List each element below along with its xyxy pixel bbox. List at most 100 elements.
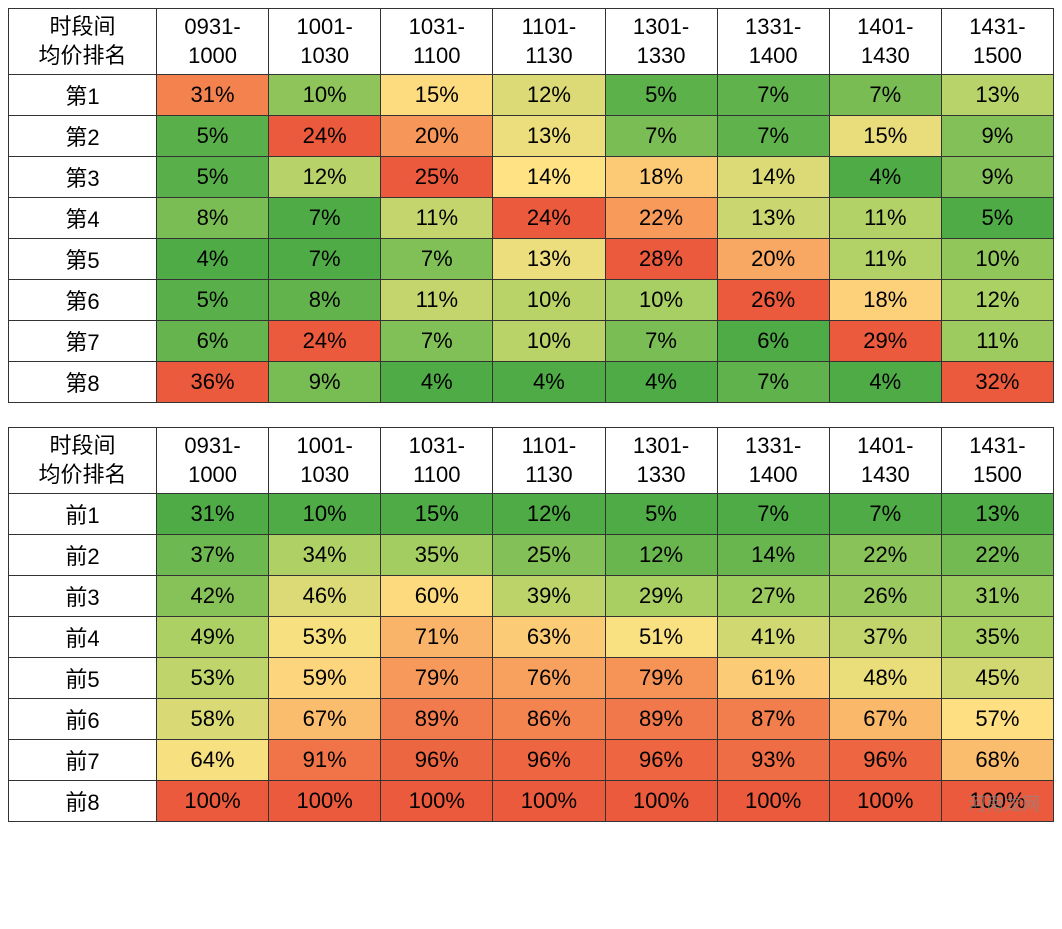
heatmap-cell: 100% <box>829 781 941 822</box>
row-label: 第5 <box>9 239 157 280</box>
heatmap-cell: 68% <box>941 740 1053 781</box>
heatmap-cell: 59% <box>269 658 381 699</box>
heatmap-cell: 24% <box>269 116 381 157</box>
heatmap-cell: 100% <box>269 781 381 822</box>
heatmap-cell: 10% <box>493 280 605 321</box>
heatmap-cell: 58% <box>157 699 269 740</box>
heatmap-cell: 31% <box>157 75 269 116</box>
heatmap-cell: 5% <box>605 494 717 535</box>
column-header: 1301-1330 <box>605 428 717 494</box>
column-header: 1001-1030 <box>269 428 381 494</box>
table-row: 第65%8%11%10%10%26%18%12% <box>9 280 1054 321</box>
heatmap-cell: 86% <box>493 699 605 740</box>
heatmap-cell: 61% <box>717 658 829 699</box>
page-root: 时段间均价排名0931-10001001-10301031-11001101-1… <box>8 8 1054 822</box>
heatmap-cell: 9% <box>269 362 381 403</box>
heatmap-cell: 14% <box>493 157 605 198</box>
row-label: 前8 <box>9 781 157 822</box>
column-header: 1101-1130 <box>493 9 605 75</box>
heatmap-cell: 100% <box>717 781 829 822</box>
heatmap-cell: 7% <box>717 75 829 116</box>
table-row: 前342%46%60%39%29%27%26%31% <box>9 576 1054 617</box>
heatmap-cell: 13% <box>493 116 605 157</box>
heatmap-cell: 10% <box>269 494 381 535</box>
heatmap-cell: 100% <box>157 781 269 822</box>
column-header: 1031-1100 <box>381 428 493 494</box>
heatmap-table-1: 时段间均价排名0931-10001001-10301031-11001101-1… <box>8 427 1054 822</box>
heatmap-cell: 34% <box>269 535 381 576</box>
table-row: 前449%53%71%63%51%41%37%35% <box>9 617 1054 658</box>
column-header: 0931-1000 <box>157 9 269 75</box>
heatmap-cell: 25% <box>493 535 605 576</box>
heatmap-cell: 100% <box>941 781 1053 822</box>
heatmap-cell: 91% <box>269 740 381 781</box>
heatmap-cell: 5% <box>157 116 269 157</box>
heatmap-cell: 31% <box>941 576 1053 617</box>
heatmap-cell: 4% <box>605 362 717 403</box>
heatmap-cell: 100% <box>381 781 493 822</box>
heatmap-cell: 4% <box>493 362 605 403</box>
heatmap-cell: 11% <box>829 239 941 280</box>
heatmap-cell: 18% <box>829 280 941 321</box>
heatmap-cell: 36% <box>157 362 269 403</box>
row-label: 第2 <box>9 116 157 157</box>
header-corner-cell: 时段间均价排名 <box>9 428 157 494</box>
heatmap-cell: 100% <box>493 781 605 822</box>
heatmap-cell: 6% <box>157 321 269 362</box>
heatmap-cell: 7% <box>829 75 941 116</box>
heatmap-cell: 51% <box>605 617 717 658</box>
table-row: 第25%24%20%13%7%7%15%9% <box>9 116 1054 157</box>
heatmap-cell: 10% <box>269 75 381 116</box>
table-header-row: 时段间均价排名0931-10001001-10301031-11001101-1… <box>9 428 1054 494</box>
heatmap-cell: 15% <box>829 116 941 157</box>
heatmap-cell: 26% <box>829 576 941 617</box>
heatmap-cell: 5% <box>157 280 269 321</box>
heatmap-cell: 20% <box>717 239 829 280</box>
heatmap-cell: 7% <box>605 321 717 362</box>
heatmap-cell: 67% <box>829 699 941 740</box>
column-header: 1431-1500 <box>941 9 1053 75</box>
column-header: 1031-1100 <box>381 9 493 75</box>
heatmap-cell: 22% <box>605 198 717 239</box>
row-label: 第4 <box>9 198 157 239</box>
heatmap-cell: 35% <box>941 617 1053 658</box>
heatmap-cell: 15% <box>381 494 493 535</box>
heatmap-cell: 12% <box>493 494 605 535</box>
table-row: 第48%7%11%24%22%13%11%5% <box>9 198 1054 239</box>
heatmap-cell: 11% <box>381 198 493 239</box>
heatmap-cell: 96% <box>381 740 493 781</box>
heatmap-cell: 24% <box>493 198 605 239</box>
heatmap-cell: 49% <box>157 617 269 658</box>
row-label: 第3 <box>9 157 157 198</box>
heatmap-cell: 13% <box>493 239 605 280</box>
heatmap-cell: 64% <box>157 740 269 781</box>
heatmap-cell: 42% <box>157 576 269 617</box>
heatmap-cell: 63% <box>493 617 605 658</box>
heatmap-cell: 7% <box>717 494 829 535</box>
row-label: 前4 <box>9 617 157 658</box>
heatmap-cell: 22% <box>941 535 1053 576</box>
heatmap-cell: 60% <box>381 576 493 617</box>
table-row: 前131%10%15%12%5%7%7%13% <box>9 494 1054 535</box>
heatmap-cell: 7% <box>269 198 381 239</box>
heatmap-cell: 4% <box>829 157 941 198</box>
row-label: 前2 <box>9 535 157 576</box>
heatmap-cell: 7% <box>717 116 829 157</box>
column-header: 1331-1400 <box>717 9 829 75</box>
heatmap-cell: 37% <box>157 535 269 576</box>
column-header: 1301-1330 <box>605 9 717 75</box>
heatmap-cell: 13% <box>717 198 829 239</box>
row-label: 第6 <box>9 280 157 321</box>
heatmap-cell: 20% <box>381 116 493 157</box>
column-header: 1431-1500 <box>941 428 1053 494</box>
heatmap-cell: 5% <box>157 157 269 198</box>
heatmap-cell: 93% <box>717 740 829 781</box>
row-label: 第8 <box>9 362 157 403</box>
heatmap-cell: 87% <box>717 699 829 740</box>
column-header: 1001-1030 <box>269 9 381 75</box>
heatmap-cell: 8% <box>157 198 269 239</box>
heatmap-cell: 76% <box>493 658 605 699</box>
row-label: 第1 <box>9 75 157 116</box>
column-header: 1401-1430 <box>829 9 941 75</box>
heatmap-cell: 89% <box>605 699 717 740</box>
